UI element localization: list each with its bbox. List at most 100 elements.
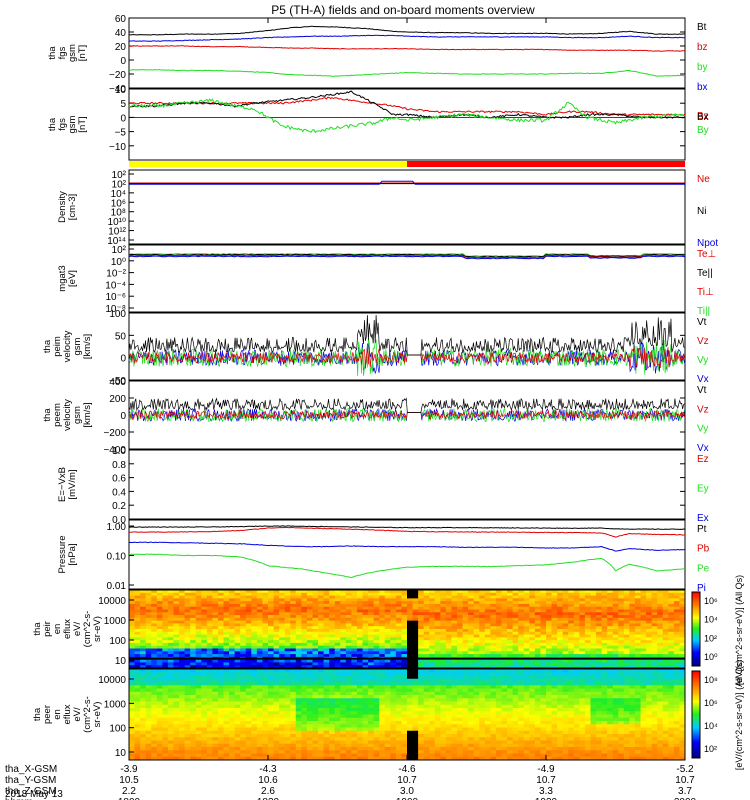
spectrogram-cell (512, 598, 519, 602)
spectrogram-cell (457, 753, 463, 758)
series-line-pressure-2 (128, 553, 686, 579)
spectrogram-cell (217, 756, 224, 761)
spectrogram-cell (468, 659, 475, 663)
spectrogram-cell (179, 659, 185, 663)
spectrogram-cell (379, 629, 386, 633)
spectrogram-cell (534, 612, 541, 616)
spectrogram-cell (612, 615, 619, 619)
spectrogram-cell (473, 629, 480, 633)
spectrogram-cell (351, 606, 358, 610)
spectrogram-cell (618, 626, 625, 630)
spectrogram-cell (423, 714, 430, 719)
spectrogram-cell (462, 740, 469, 745)
spectrogram-cell (273, 662, 280, 666)
ylabel-fgs_dsl-0: tha (47, 117, 58, 131)
spectrogram-cell (601, 637, 608, 641)
spectrogram-cell (329, 662, 336, 666)
spectrogram-cell (468, 651, 475, 655)
spectrogram-cell (429, 711, 436, 715)
spectrogram-cell (495, 698, 502, 702)
spectrogram-cell (156, 631, 163, 635)
spectrogram-cell (551, 629, 558, 633)
spectrogram-cell (634, 615, 641, 619)
spectrogram-cell (501, 698, 508, 702)
spectrogram-cell (329, 756, 336, 761)
ytick-label-peim_velocity-1: 50 (115, 331, 127, 342)
spectrogram-cell (490, 634, 497, 638)
spectrogram-cell (501, 695, 508, 699)
spectrogram-cell (329, 669, 336, 673)
spectrogram-cell (206, 730, 213, 735)
spectrogram-cell (479, 695, 486, 699)
spectrogram-cell (562, 609, 569, 613)
spectrogram-cell (662, 645, 669, 649)
spectrogram-cell (356, 603, 363, 608)
spectrogram-cell (195, 590, 202, 594)
spectrogram-cell (312, 730, 319, 735)
spectrogram-cell (495, 590, 502, 594)
spectrogram-cell (251, 592, 258, 596)
spectrogram-cell (229, 651, 236, 655)
spectrogram-cell (401, 620, 408, 624)
spectrogram-cell (490, 730, 497, 735)
spectrogram-cell (179, 724, 185, 728)
spectrogram-cell (162, 698, 169, 702)
spectrogram-cell (145, 606, 152, 610)
spectrogram-cell (507, 678, 514, 683)
spectrogram-cell (356, 629, 363, 633)
spectrogram-cell (379, 634, 386, 638)
spectrogram-cell (167, 714, 174, 719)
spectrogram-cell (440, 685, 447, 689)
spectrogram-cell (151, 678, 158, 683)
spectrogram-cell (373, 606, 380, 610)
figure-title: P5 (TH-A) fields and on-board moments ov… (271, 3, 535, 17)
spectrogram-cell (395, 623, 402, 627)
spectrogram-cell (651, 637, 658, 641)
spectrogram-cell (451, 659, 458, 663)
spectrogram-cell (523, 601, 530, 605)
spectrogram-cell (134, 734, 141, 738)
spectrogram-cell (318, 717, 324, 722)
spectrogram-cell (418, 620, 425, 624)
spectrogram-cell (262, 603, 269, 608)
spectrogram-cell (340, 685, 347, 689)
spectrogram-cell (484, 665, 491, 669)
spectrogram-cell (217, 743, 224, 748)
spectrogram-cell (640, 629, 647, 633)
spectrogram-cell (245, 734, 252, 738)
spectrogram-cell (573, 592, 580, 596)
spectrogram-cell (262, 682, 269, 686)
spectrogram-cell (423, 642, 430, 647)
spectrogram-cell (596, 603, 602, 608)
spectrogram-cell (340, 603, 347, 608)
spectrogram-cell (390, 753, 397, 758)
spectrogram-cell (490, 598, 497, 602)
spectrogram-cell (179, 648, 185, 652)
spectrogram-cell (245, 623, 252, 627)
spectrogram-cell (351, 648, 358, 652)
spectrogram-cell (279, 629, 286, 633)
spectrogram-cell (445, 634, 452, 638)
spectrogram-cell (445, 595, 452, 599)
spectrogram-cell (240, 721, 247, 725)
spectrogram-cell (412, 678, 419, 683)
spectrogram-cell (462, 651, 469, 655)
spectrogram-cell (318, 756, 324, 761)
spectrogram-cell (457, 714, 463, 719)
spectrogram-cell (434, 678, 441, 683)
spectrogram-cell (512, 740, 519, 745)
spectrogram-cell (579, 595, 586, 599)
spectrogram-cell (306, 669, 313, 673)
spectrogram-cell (268, 734, 274, 738)
spectrogram-cell (429, 747, 436, 751)
spectrogram-cell (379, 626, 386, 630)
legend-peim_velocity-2: Vy (697, 355, 708, 366)
spectrogram-cell (568, 615, 575, 619)
spectrogram-cell (140, 734, 147, 738)
spectrogram-cell (412, 688, 419, 693)
spectrogram-cell (579, 642, 586, 647)
spectrogram-cell (462, 612, 469, 616)
spectrogram-cell (362, 711, 369, 715)
spectrogram-cell (334, 750, 341, 754)
spectrogram-cell (167, 698, 174, 702)
